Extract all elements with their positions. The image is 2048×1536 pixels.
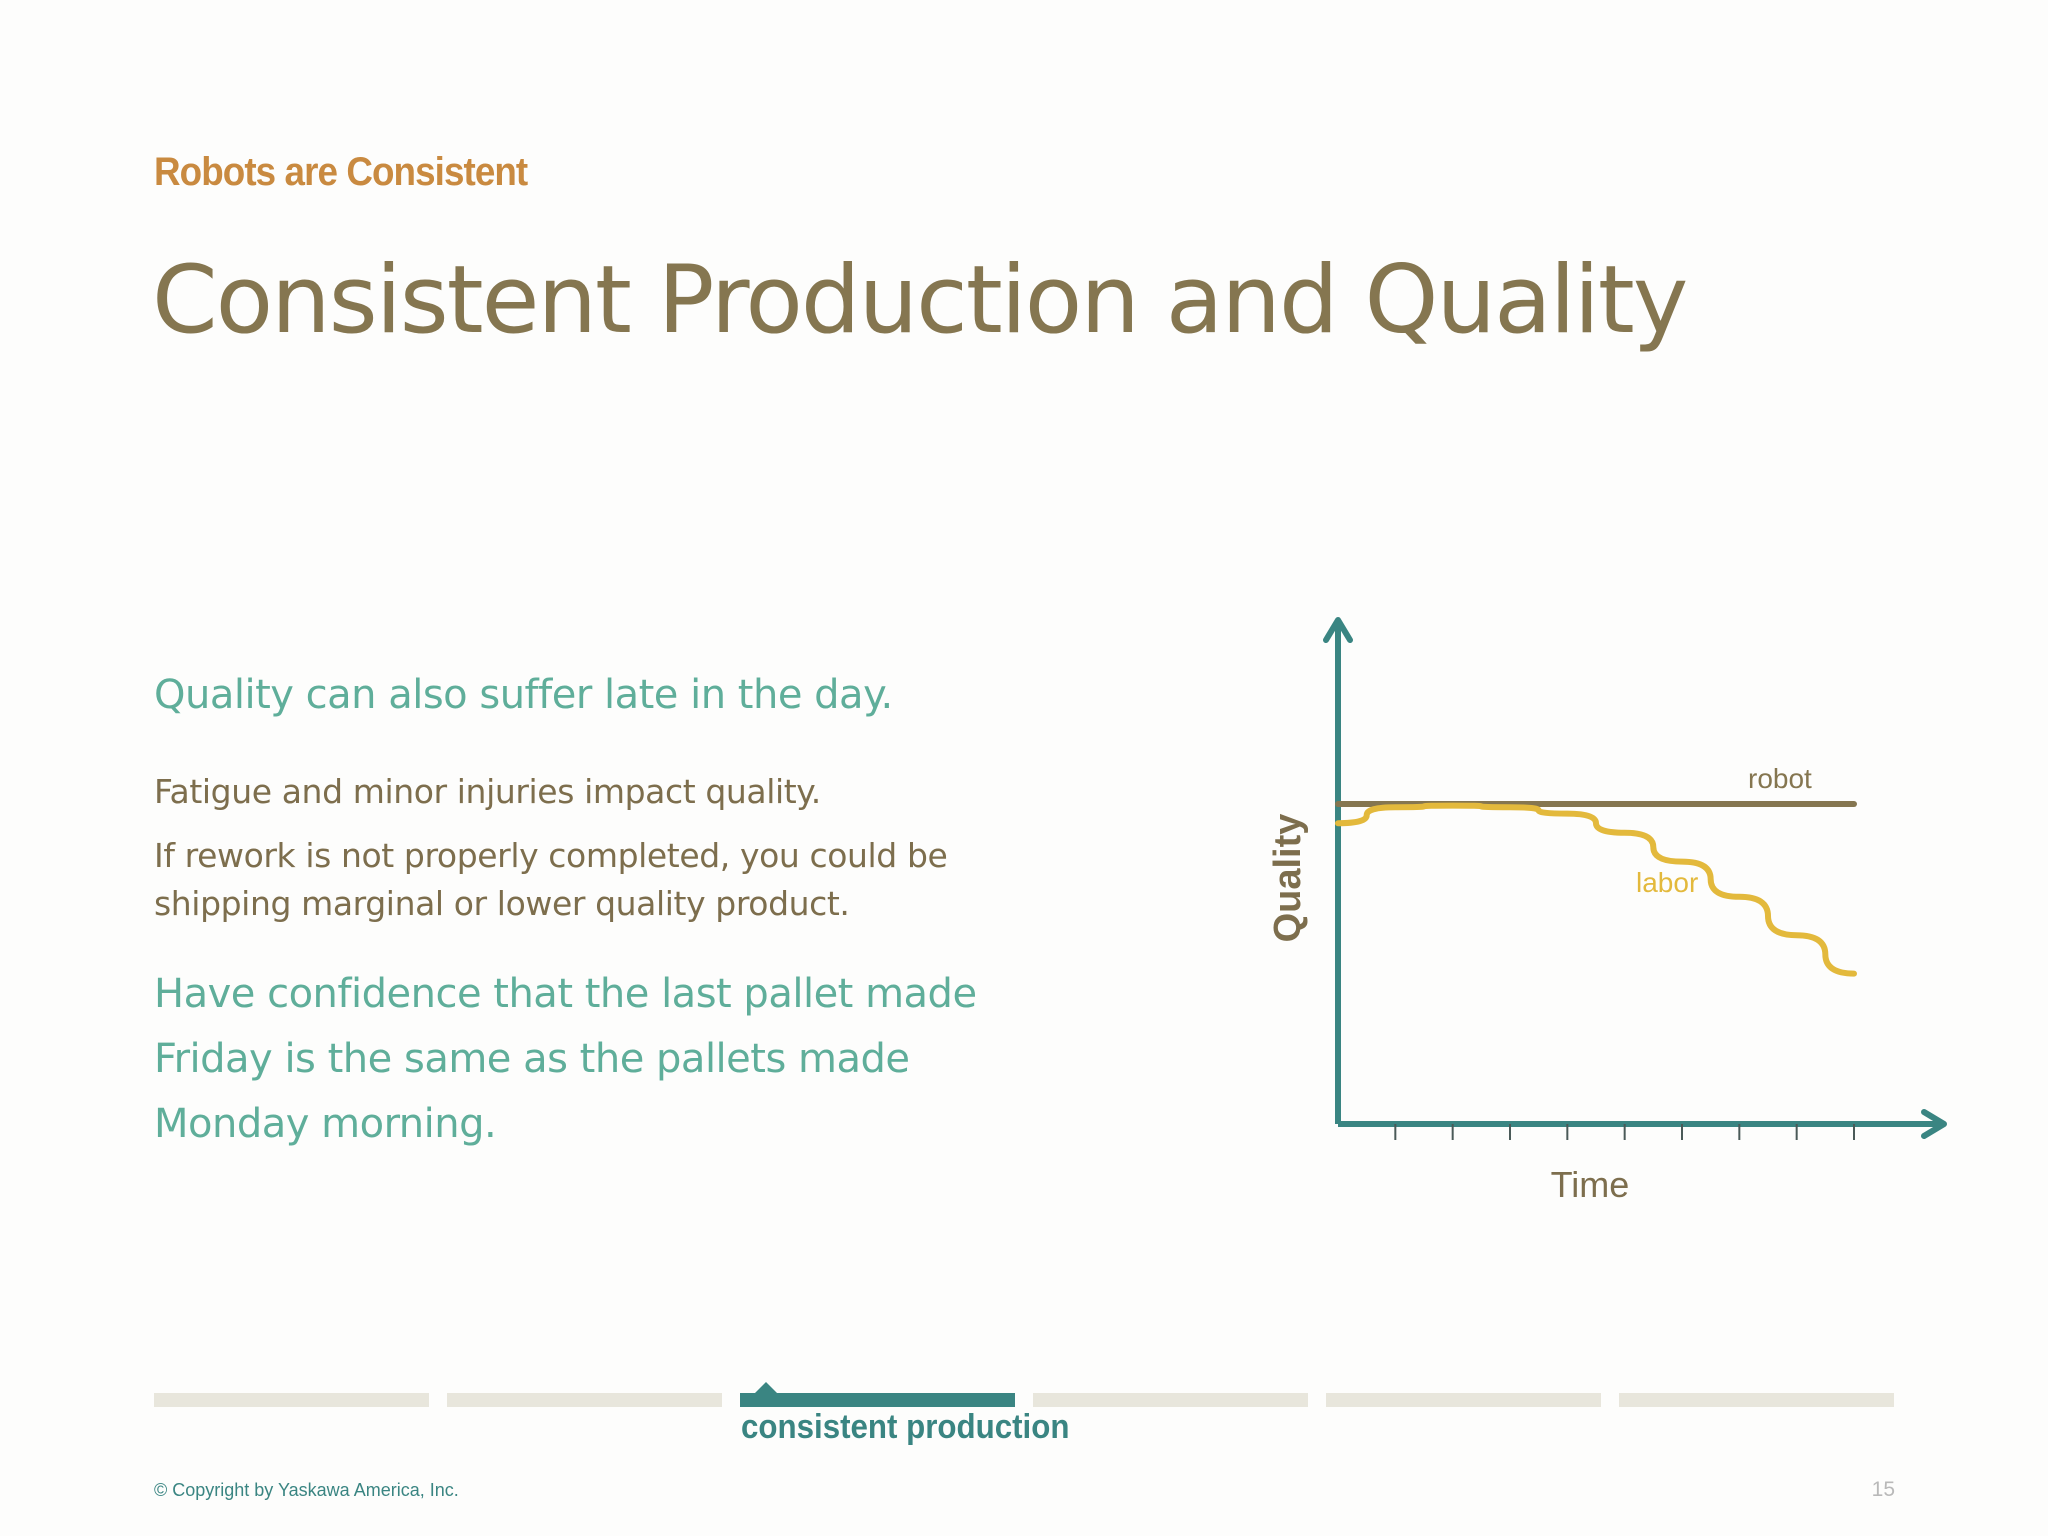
progress-segment bbox=[154, 1393, 429, 1407]
series-label-robot: robot bbox=[1748, 763, 1812, 794]
active-section-label: consistent production bbox=[741, 1408, 1070, 1446]
body-paragraph-rework: If rework is not properly completed, you… bbox=[154, 832, 1014, 928]
y-axis-arrow-icon bbox=[1323, 617, 1353, 643]
x-axis-label: Time bbox=[1551, 1164, 1630, 1205]
body-paragraph-fatigue: Fatigue and minor injuries impact qualit… bbox=[154, 772, 821, 811]
lead-statement: Quality can also suffer late in the day. bbox=[154, 672, 893, 718]
x-axis-arrow-icon bbox=[1921, 1109, 1947, 1139]
closing-line-2: Friday is the same as the pallets made bbox=[154, 1036, 910, 1082]
closing-statement: Have confidence that the last pallet mad… bbox=[154, 962, 1014, 1157]
section-kicker: Robots are Consistent bbox=[154, 150, 528, 194]
series-label-labor: labor bbox=[1636, 867, 1698, 898]
progress-marker-icon bbox=[754, 1382, 778, 1394]
quality-over-time-chart: robot labor Time Quality bbox=[1260, 600, 1960, 1240]
slide-title: Consistent Production and Quality bbox=[152, 246, 1688, 355]
chart-canvas: robot labor Time Quality bbox=[1267, 617, 1947, 1205]
rework-line-1: If rework is not properly completed, you… bbox=[154, 836, 948, 875]
page-number: 15 bbox=[1871, 1478, 1895, 1501]
progress-segment bbox=[1326, 1393, 1601, 1407]
closing-line-3: Monday morning. bbox=[154, 1101, 497, 1147]
progress-segment bbox=[447, 1393, 722, 1407]
copyright-notice: © Copyright by Yaskawa America, Inc. bbox=[154, 1480, 459, 1500]
closing-line-1: Have confidence that the last pallet mad… bbox=[154, 971, 977, 1017]
progress-segment bbox=[1033, 1393, 1308, 1407]
progress-segment bbox=[1619, 1393, 1894, 1407]
rework-line-2: shipping marginal or lower quality produ… bbox=[154, 884, 850, 923]
section-progress-bar bbox=[154, 1382, 1894, 1413]
progress-segment-active bbox=[740, 1393, 1015, 1407]
series-line-labor bbox=[1335, 802, 1857, 977]
y-axis-label: Quality bbox=[1267, 814, 1309, 943]
